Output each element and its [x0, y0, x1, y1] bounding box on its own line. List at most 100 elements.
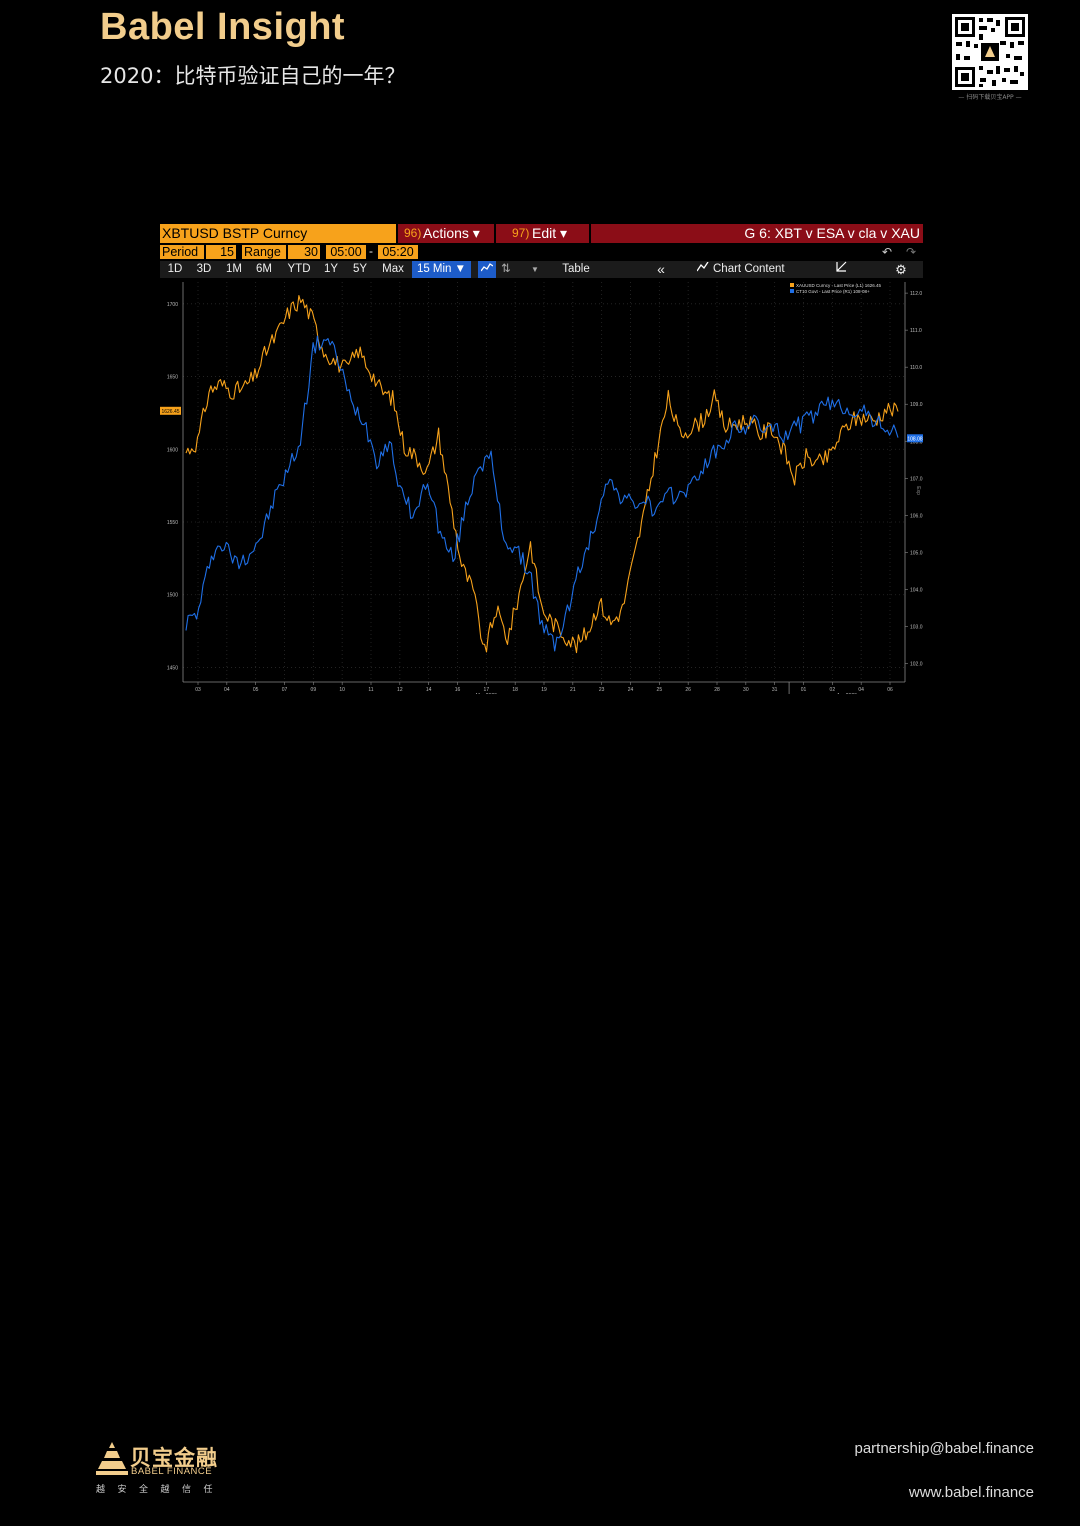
babel-logo-icon: [96, 1442, 128, 1480]
right-tick-label: 107.0: [910, 476, 923, 482]
tab-ytd[interactable]: YTD: [287, 263, 311, 275]
contact-email[interactable]: partnership@babel.finance: [854, 1440, 1034, 1457]
x-tick-label: 28: [714, 687, 720, 693]
x-tick-label: 04: [858, 687, 864, 693]
qr-code-icon: [952, 14, 1028, 90]
left-last-value: 1626.45: [161, 409, 179, 415]
tab-3d[interactable]: 3D: [196, 263, 212, 275]
brand-title: Babel Insight: [100, 6, 346, 48]
tab-6m[interactable]: 6M: [256, 263, 272, 275]
treasury-price-line: [185, 335, 899, 652]
left-tick-label: 1700: [167, 302, 178, 308]
terminal-window: XBTUSD BSTP Curncy 96) Actions ▾ 97) Edi…: [160, 224, 923, 694]
left-tick-label: 1500: [167, 593, 178, 599]
time-dash: -: [369, 244, 373, 258]
period-input[interactable]: 15: [206, 245, 236, 259]
left-last-value-badge: [160, 406, 181, 415]
x-tick-label: 30: [743, 687, 749, 693]
toolbar-separator: [396, 224, 398, 243]
security-field[interactable]: XBTUSD BSTP Curncy: [160, 224, 396, 243]
month-label: Mar 2020: [476, 693, 497, 694]
right-axis-label: Exp: [915, 486, 921, 495]
legend-swatch: [790, 283, 794, 287]
chart-name: G 6: XBT v ESA v cla v XAU: [744, 225, 920, 241]
range-label: Range: [242, 245, 286, 259]
right-tick-label: 103.0: [910, 624, 923, 630]
legend-entry: CT10 Govt - Last Price (R1) 108-08+: [796, 289, 870, 294]
x-tick-label: 05: [253, 687, 259, 693]
x-tick-label: 01: [801, 687, 807, 693]
chart-toolbar: 1D 3D 1M 6M YTD 1Y 5Y Max 15 Min ▼ ⇅ ▼ T…: [160, 261, 923, 278]
chart-type-dropdown-icon[interactable]: ▼: [531, 265, 539, 274]
annotate-icon[interactable]: [833, 261, 849, 278]
toolbar-separator: [494, 224, 496, 243]
x-tick-label: 21: [570, 687, 576, 693]
right-tick-label: 105.0: [910, 550, 923, 556]
tab-1y[interactable]: 1Y: [323, 263, 339, 275]
x-tick-label: 18: [512, 687, 518, 693]
line-chart-icon[interactable]: [478, 261, 496, 278]
gear-icon[interactable]: ⚙: [895, 262, 907, 277]
chart-content-button[interactable]: Chart Content: [713, 263, 785, 275]
report-subtitle: 2020：比特币验证自己的一年？: [100, 64, 406, 88]
x-tick-label: 23: [599, 687, 605, 693]
x-tick-label: 19: [541, 687, 547, 693]
left-tick-label: 1450: [167, 665, 178, 671]
chart-legend: XAUUSD Curncy - Last Price (L1) 1626.45C…: [790, 283, 882, 294]
right-tick-label: 104.0: [910, 587, 923, 593]
right-tick-label: 112.0: [910, 291, 922, 297]
right-tick-label: 110.0: [910, 365, 922, 371]
x-tick-label: 26: [685, 687, 691, 693]
tab-1d[interactable]: 1D: [167, 263, 183, 275]
end-time-input[interactable]: 05:20: [378, 245, 418, 259]
start-time-input[interactable]: 05:00: [326, 245, 366, 259]
slogan: 越安全越信任: [96, 1485, 226, 1495]
right-tick-label: 106.0: [910, 513, 923, 519]
x-tick-label: 12: [397, 687, 403, 693]
left-tick-label: 1550: [167, 520, 178, 526]
x-tick-label: 25: [657, 687, 663, 693]
candle-chart-icon[interactable]: ⇅: [501, 263, 511, 275]
x-tick-label: 09: [311, 687, 317, 693]
collapse-icon[interactable]: «: [657, 261, 665, 277]
chart-content-icon: [696, 261, 710, 278]
x-tick-label: 02: [830, 687, 836, 693]
edit-menu[interactable]: Edit ▾: [532, 225, 568, 241]
toolbar-separator: [589, 224, 591, 243]
tab-5y[interactable]: 5Y: [352, 263, 368, 275]
x-tick-label: 10: [339, 687, 345, 693]
left-tick-label: 1600: [167, 447, 178, 453]
left-tick-label: 1650: [167, 375, 178, 381]
interval-dropdown[interactable]: 15 Min ▼: [412, 261, 471, 278]
price-chart: 1700 1650 1600 1550 1500 1450 03 04 05 07 09 10 11 12…: [160, 282, 923, 694]
actions-menu[interactable]: Actions ▾: [423, 225, 480, 241]
x-tick-label: 03: [195, 687, 201, 693]
x-tick-label: 06: [887, 687, 893, 693]
x-tick-label: 16: [455, 687, 461, 693]
terminal-toolbar: XBTUSD BSTP Curncy 96) Actions ▾ 97) Edi…: [160, 224, 923, 243]
redo-icon[interactable]: ↷: [906, 245, 917, 259]
edit-number: 97): [512, 226, 530, 240]
period-label: Period: [160, 245, 204, 259]
gold-price-line: [185, 295, 899, 654]
right-last-value: 108.08: [907, 436, 923, 442]
tab-max[interactable]: Max: [382, 263, 404, 275]
table-button[interactable]: Table: [562, 263, 590, 275]
x-tick-label: 14: [426, 687, 432, 693]
x-tick-label: 04: [224, 687, 230, 693]
x-tick-label: 24: [628, 687, 634, 693]
x-tick-label: 31: [772, 687, 778, 693]
website-link[interactable]: www.babel.finance: [908, 1484, 1034, 1501]
range-input[interactable]: 30: [288, 245, 320, 259]
right-tick-label: 111.0: [910, 328, 922, 334]
month-label: Apr 2020: [837, 693, 858, 694]
x-tick-label: 11: [368, 687, 373, 693]
qr-caption: — 扫码下载贝宝APP —: [958, 94, 1022, 101]
logo-chinese-name: 贝宝金融: [130, 1446, 218, 1470]
logo-english-name: BABEL FINANCE: [131, 1466, 213, 1477]
undo-icon[interactable]: ↶: [882, 245, 893, 259]
right-tick-label: 109.0: [910, 402, 923, 408]
x-tick-label: 07: [282, 687, 288, 693]
tab-1m[interactable]: 1M: [226, 263, 242, 275]
actions-number: 96): [404, 226, 422, 240]
